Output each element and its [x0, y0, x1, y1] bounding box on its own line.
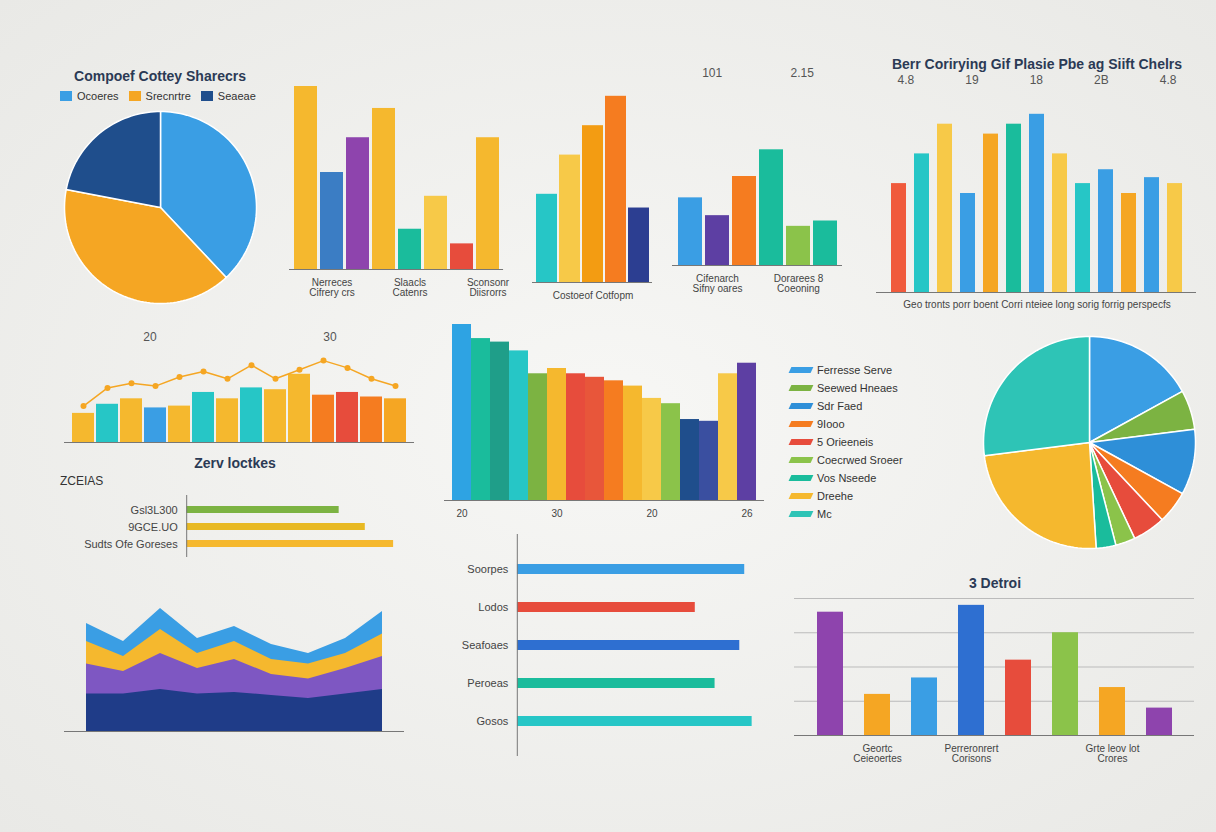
svg-text:NerrecesCifrery crs: NerrecesCifrery crs — [309, 277, 355, 298]
html-text:Dreehe: Dreehe — [817, 489, 854, 502]
svg-text:20: 20 — [646, 508, 658, 519]
svg-text:Dorarees 8Coeoning: Dorarees 8Coeoning — [774, 273, 824, 294]
html-text:Mc: Mc — [817, 507, 832, 520]
html-text:Seewed Hneaes: Seewed Hneaes — [817, 381, 898, 394]
html-text:4.8: 4.8 — [897, 73, 915, 87]
html-text:Srecnrtre: Srecnrtre — [145, 90, 191, 102]
svg-text:SconsonrDiisrorrs: SconsonrDiisrorrs — [467, 277, 510, 298]
html-text:101: 101 — [702, 66, 723, 80]
svg-text:26: 26 — [741, 508, 753, 519]
svg-text:PerreronrertCorisons: PerreronrertCorisons — [945, 743, 999, 764]
html-text:4.8: 4.8 — [1159, 73, 1177, 87]
svg-text:Grte leov lotCrores: Grte leov lotCrores — [1086, 743, 1140, 764]
svg-text:20: 20 — [456, 508, 468, 519]
html-text:Zerv loctkes: Zerv loctkes — [194, 455, 276, 471]
html-text:Ocoeres: Ocoeres — [77, 90, 119, 102]
html-text:Vos Nseede: Vos Nseede — [817, 471, 877, 484]
html-text:Coecrwed Sroeer: Coecrwed Sroeer — [817, 453, 903, 466]
html-text:Ferresse Serve: Ferresse Serve — [817, 363, 893, 376]
svg-text:SlaaclsCatenrs: SlaaclsCatenrs — [392, 277, 427, 298]
svg-text:Soorpes: Soorpes — [467, 563, 508, 575]
html-text:2B: 2B — [1094, 73, 1109, 87]
html-text:Geo tronts porr boent Corri nt: Geo tronts porr boent Corri nteiee long … — [903, 299, 1171, 310]
html-text:9Iooo: 9Iooo — [817, 417, 845, 430]
svg-text:Sudts Ofe Goreses: Sudts Ofe Goreses — [84, 538, 178, 550]
svg-text:Gosos: Gosos — [477, 715, 509, 727]
svg-text:Lodos: Lodos — [478, 601, 508, 613]
html-text:ZCEIAS: ZCEIAS — [60, 474, 104, 488]
html-text:3 Detroi: 3 Detroi — [968, 575, 1022, 591]
svg-text:Costoeof Cotfopm: Costoeof Cotfopm — [553, 290, 634, 301]
html-text:Berr Corirying Gif Plasie Pbe: Berr Corirying Gif Plasie Pbe ag Siift C… — [891, 56, 1183, 72]
html-text:Seaeae: Seaeae — [217, 90, 256, 102]
html-text:2.15: 2.15 — [790, 66, 814, 80]
svg-text:Seafoaes: Seafoaes — [462, 639, 509, 651]
html-text:18: 18 — [1029, 73, 1043, 87]
svg-text:CifenarchSifny oares: CifenarchSifny oares — [692, 273, 742, 294]
svg-text:30: 30 — [551, 508, 563, 519]
svg-text:Peroeas: Peroeas — [467, 677, 508, 689]
html-text:5 Orieeneis: 5 Orieeneis — [817, 435, 874, 448]
html-text:Compoef Cottey Sharecrs: Compoef Cottey Sharecrs — [74, 68, 246, 84]
html-text:20: 20 — [143, 330, 157, 344]
html-text:30: 30 — [323, 330, 337, 344]
html-text:Sdr Faed: Sdr Faed — [817, 399, 863, 412]
svg-text:9GCE.UO: 9GCE.UO — [128, 521, 178, 533]
html-text:19: 19 — [965, 73, 979, 87]
svg-text:GeortcCeieoertes: GeortcCeieoertes — [853, 743, 901, 764]
svg-text:Gsl3L300: Gsl3L300 — [131, 504, 178, 516]
